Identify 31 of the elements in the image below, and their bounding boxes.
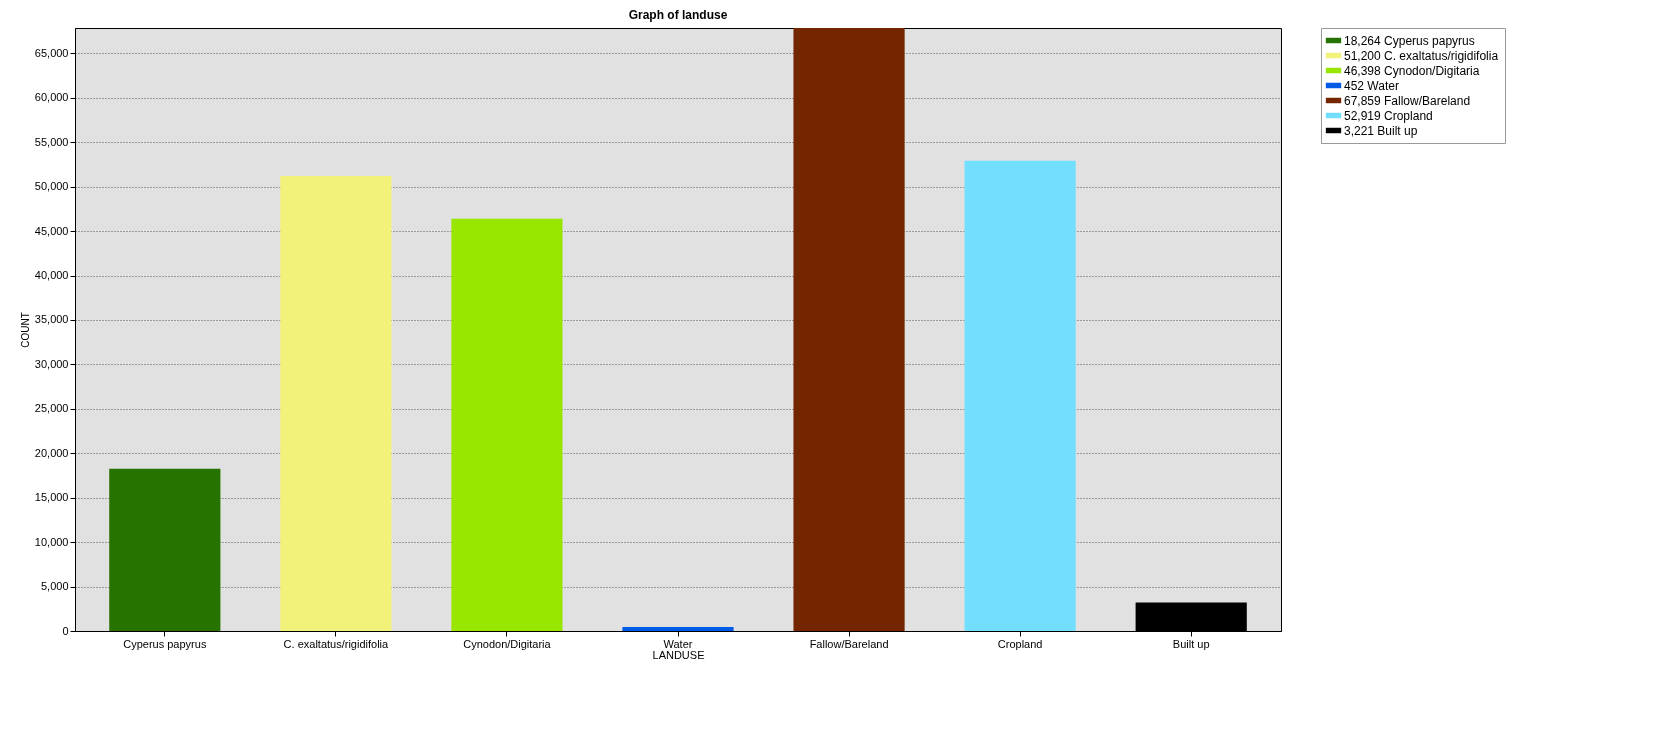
x-tick-label: Fallow/Bareland [809,637,889,650]
x-tick-label: Cropland [997,637,1043,650]
y-tick-label: 20,000 [34,446,69,459]
x-axis-title: LANDUSE [652,648,705,661]
y-tick-label: 55,000 [34,135,69,148]
y-tick-label: 30,000 [34,357,69,370]
chart-title: Graph of landuse [628,7,728,22]
legend-label: 452 Water [1344,78,1399,93]
y-tick-label: 35,000 [34,313,69,326]
y-axis-title: COUNT [19,312,31,348]
x-tick-label: Built up [1172,637,1210,650]
legend-label: 3,221 Built up [1344,123,1418,138]
legend-label: 52,919 Cropland [1344,108,1433,123]
y-tick-label: 65,000 [34,46,69,59]
legend-label: 51,200 C. exaltatus/rigidifolia [1344,48,1499,63]
y-tick-label: 40,000 [34,269,69,282]
legend-label: 18,264 Cyperus papyrus [1344,33,1475,48]
y-tick-label: 0 [62,624,69,637]
x-tick-label: Cynodon/Digitaria [463,637,552,650]
y-tick-label: 60,000 [34,91,69,104]
x-tick-label: C. exaltatus/rigidifolia [283,637,390,650]
legend-label: 67,859 Fallow/Bareland [1344,93,1471,108]
legend-label: 46,398 Cynodon/Digitaria [1344,63,1480,78]
x-tick-label: Water [663,637,693,650]
y-tick-label: 25,000 [34,402,69,415]
y-tick-label: 15,000 [34,491,69,504]
y-tick-label: 50,000 [34,180,69,193]
x-tick-label: Cyperus papyrus [123,637,207,650]
y-tick-label: 45,000 [34,224,69,237]
y-tick-label: 10,000 [34,535,69,548]
y-tick-label: 5,000 [40,580,69,593]
